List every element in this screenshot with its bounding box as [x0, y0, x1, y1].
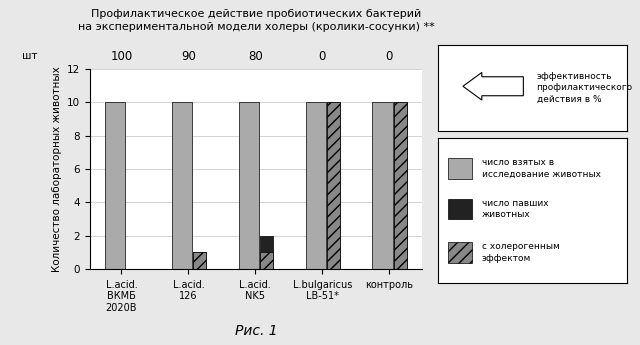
- FancyBboxPatch shape: [448, 199, 472, 219]
- FancyBboxPatch shape: [448, 158, 472, 179]
- Bar: [372, 102, 392, 269]
- Text: Профилактическое действие пробиотических бактерий: Профилактическое действие пробиотических…: [91, 9, 421, 19]
- FancyArrow shape: [463, 72, 524, 100]
- FancyBboxPatch shape: [448, 242, 472, 263]
- Text: на экспериментальной модели холеры (кролики-сосунки) **: на экспериментальной модели холеры (крол…: [77, 22, 435, 32]
- Bar: [193, 253, 207, 269]
- Text: эффективность
профилактического
действия в %: эффективность профилактического действия…: [536, 72, 633, 104]
- Text: с холерогенным
эффектом: с холерогенным эффектом: [482, 243, 560, 263]
- Bar: [327, 102, 340, 269]
- Bar: [239, 102, 259, 269]
- Bar: [327, 102, 340, 269]
- Text: шт: шт: [22, 51, 38, 61]
- Bar: [394, 102, 407, 269]
- Bar: [172, 102, 192, 269]
- Bar: [105, 102, 125, 269]
- Text: Рис. 1: Рис. 1: [235, 324, 277, 338]
- Bar: [305, 102, 326, 269]
- Y-axis label: Количество лабораторных животных: Количество лабораторных животных: [52, 66, 63, 272]
- Bar: [260, 253, 273, 269]
- Bar: [394, 102, 407, 269]
- Text: число взятых в
исследование животных: число взятых в исследование животных: [482, 158, 601, 178]
- Bar: [260, 236, 273, 269]
- Bar: [193, 253, 207, 269]
- Text: число павших
животных: число павших животных: [482, 199, 548, 219]
